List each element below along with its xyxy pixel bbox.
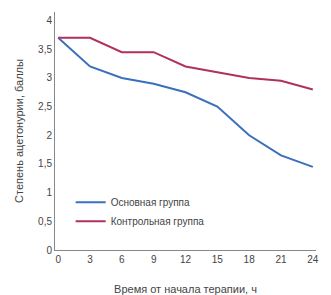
svg-text:4: 4 [46,15,52,26]
svg-text:0: 0 [55,254,61,265]
svg-text:21: 21 [275,254,287,265]
svg-text:3: 3 [46,72,52,83]
svg-text:12: 12 [180,254,192,265]
svg-text:Основная группа: Основная группа [111,197,190,208]
svg-text:2,5: 2,5 [38,101,52,112]
svg-text:Контрольная группа: Контрольная группа [111,216,205,227]
svg-text:9: 9 [151,254,157,265]
svg-text:1,5: 1,5 [38,158,52,169]
svg-text:3: 3 [87,254,93,265]
svg-text:15: 15 [212,254,224,265]
svg-text:24: 24 [307,254,319,265]
svg-text:6: 6 [119,254,125,265]
svg-text:Степень ацетонурии, баллы: Степень ацетонурии, баллы [13,59,25,203]
svg-text:2: 2 [46,130,52,141]
svg-text:0: 0 [46,245,52,256]
svg-text:18: 18 [244,254,256,265]
svg-text:3,5: 3,5 [38,44,52,55]
svg-text:1: 1 [46,187,52,198]
svg-text:0,5: 0,5 [38,216,52,227]
svg-text:Время от начала терапии, ч: Время от начала терапии, ч [114,283,257,295]
